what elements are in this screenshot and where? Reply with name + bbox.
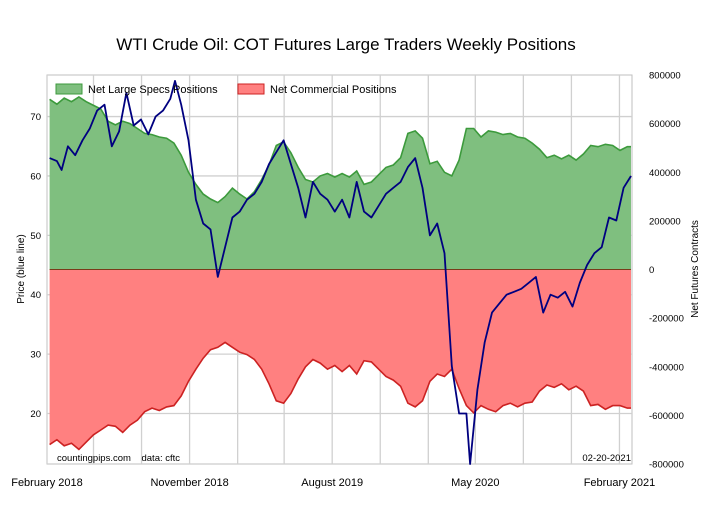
right-tick-label: -800000 <box>649 460 684 471</box>
legend-label-specs: Net Large Specs Positions <box>88 84 218 96</box>
x-tick-label: May 2020 <box>451 477 499 489</box>
x-tick-label: February 2021 <box>584 477 656 489</box>
x-tick-label: November 2018 <box>150 477 228 489</box>
x-tick-label: August 2019 <box>301 477 363 489</box>
legend-label-commercial: Net Commercial Positions <box>270 84 397 96</box>
left-tick-label: 60 <box>30 171 41 182</box>
specs-area <box>49 96 632 270</box>
right-axis-label: Net Futures Contracts <box>690 220 701 318</box>
right-tick-label: 400000 <box>649 168 681 179</box>
x-axis: February 2018 November 2018 August 2019 May… <box>11 477 655 489</box>
commercial-area <box>49 269 632 450</box>
right-tick-label: -200000 <box>649 314 684 325</box>
left-tick-label: 70 <box>30 112 41 123</box>
commercial-line <box>49 341 631 451</box>
right-tick-label: -400000 <box>649 362 684 373</box>
legend-swatch-commercial <box>237 83 265 95</box>
legend: Net Large Specs Positions Net Commercial… <box>55 83 397 96</box>
footer-source: countingpips.com data: cftc <box>57 453 180 464</box>
left-tick-label: 30 <box>30 350 41 361</box>
footer-date: 02-20-2021 <box>582 453 631 464</box>
left-tick-label: 40 <box>30 290 41 301</box>
left-axis-label: Price (blue line) <box>16 234 27 303</box>
price-line <box>49 80 632 465</box>
left-tick-label: 50 <box>30 231 41 242</box>
right-axis: -800000 -600000 -400000 -200000 0 200000 40000… <box>649 71 684 471</box>
right-tick-label: -600000 <box>649 411 684 422</box>
right-tick-label: 0 <box>649 265 654 276</box>
right-tick-label: 800000 <box>649 71 681 82</box>
right-tick-label: 600000 <box>649 119 681 130</box>
left-tick-label: 20 <box>30 409 41 420</box>
x-tick-label: February 2018 <box>11 477 83 489</box>
left-axis: 20 30 40 50 60 70 <box>30 112 41 420</box>
legend-swatch-specs <box>55 83 83 95</box>
line-layer <box>49 80 632 465</box>
chart-title: WTI Crude Oil: COT Futures Large Traders… <box>116 35 575 54</box>
right-tick-label: 200000 <box>649 216 681 227</box>
